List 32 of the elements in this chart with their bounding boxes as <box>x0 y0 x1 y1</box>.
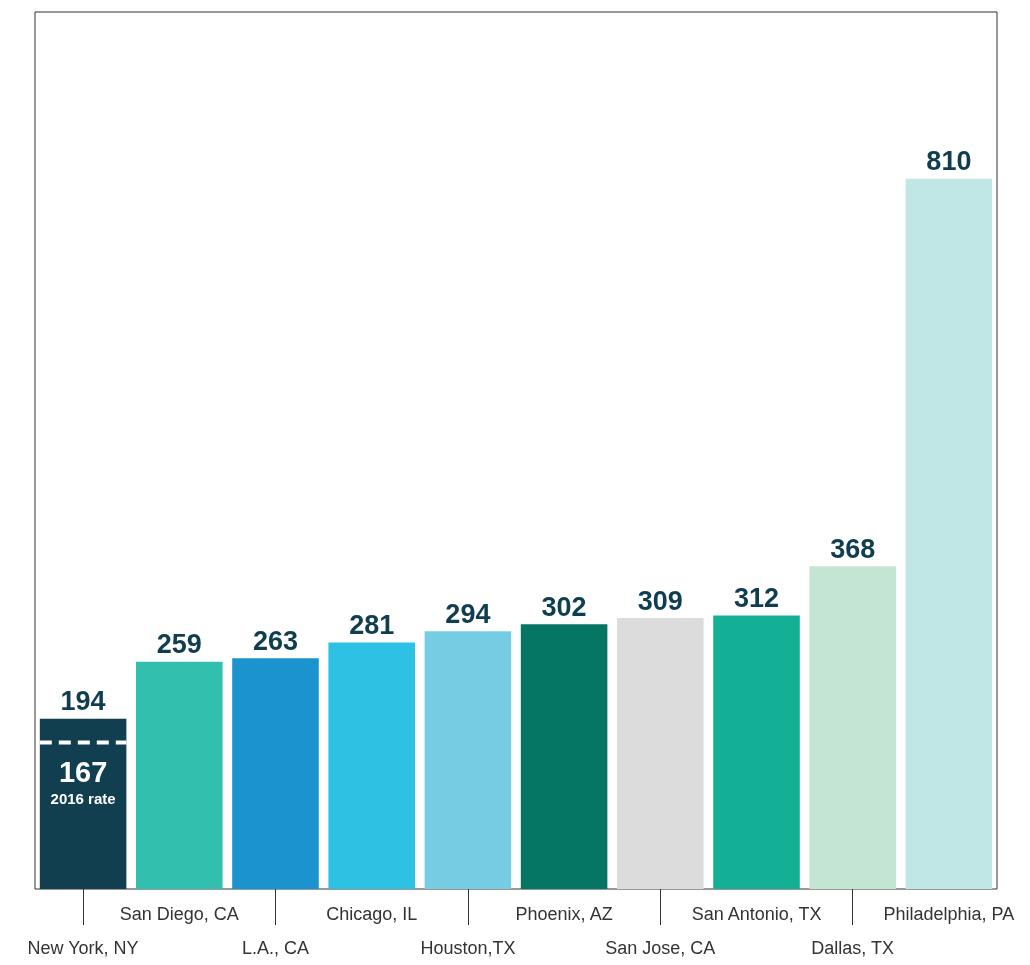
bar <box>713 615 800 889</box>
x-tick-label: San Diego, CA <box>119 904 239 924</box>
bar <box>328 642 415 889</box>
x-tick-label: New York, NY <box>27 938 139 958</box>
bar <box>617 618 704 889</box>
data-label: 263 <box>252 625 299 656</box>
bar <box>232 658 319 889</box>
x-tick-label: Dallas, TX <box>811 938 895 958</box>
bar <box>520 624 608 889</box>
x-tick-label: Philadelphia, PA <box>883 904 1015 924</box>
data-label: 368 <box>830 533 876 564</box>
data-label: 259 <box>156 629 202 660</box>
x-tick-label: Chicago, IL <box>326 904 418 924</box>
x-tick-label: Houston,TX <box>420 938 516 958</box>
data-label: 281 <box>349 610 395 641</box>
bar <box>39 718 127 889</box>
data-label: 810 <box>926 146 972 177</box>
bar <box>424 631 512 889</box>
bar <box>136 661 223 889</box>
x-tick-label: San Jose, CA <box>605 938 716 958</box>
x-tick-label: Phoenix, AZ <box>515 904 613 924</box>
x-tick-label: L.A., CA <box>241 938 310 958</box>
bar <box>905 178 993 889</box>
bar <box>809 566 896 889</box>
data-label: 302 <box>541 591 587 622</box>
data-label: 309 <box>637 585 683 616</box>
data-label: 194 <box>60 686 106 717</box>
annotation: 167 <box>58 756 108 789</box>
data-label: 294 <box>445 598 491 629</box>
ref-line-label: 2016 rate <box>50 789 116 807</box>
data-label: 312 <box>733 582 780 613</box>
x-tick-label: San Antonio, TX <box>691 904 822 924</box>
